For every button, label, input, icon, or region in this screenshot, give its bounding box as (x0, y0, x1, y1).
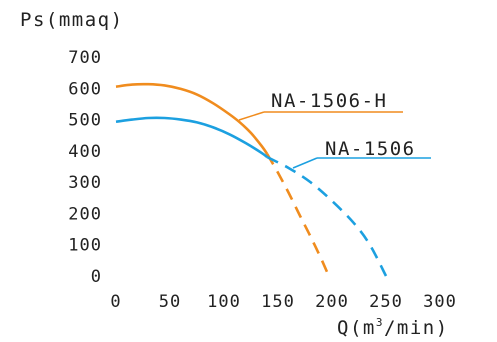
y-axis-ticks: 700 600 500 400 300 200 100 0 (68, 48, 102, 287)
series-dashed-line-na-1506 (266, 155, 388, 277)
na-1506-h-leader-line (238, 111, 265, 121)
x-tick-label: 100 (207, 292, 241, 312)
x-tick-label: 200 (315, 292, 349, 312)
y-tick-label: 700 (68, 48, 102, 68)
x-axis-label-base: Q(m (337, 317, 376, 339)
x-axis-label-rest: /min) (384, 317, 449, 339)
y-tick-label: 100 (68, 236, 102, 256)
y-tick-label: 0 (91, 267, 102, 287)
na-1506-label: NA-1506 (325, 138, 416, 160)
y-tick-label: 600 (68, 79, 102, 99)
x-tick-label: 50 (159, 292, 181, 312)
y-axis-label: Ps(mmaq) (20, 9, 124, 31)
x-tick-label: 0 (110, 292, 121, 312)
na-1506-h-label: NA-1506-H (271, 90, 387, 112)
y-tick-label: 300 (68, 173, 102, 193)
x-tick-label: 300 (423, 292, 457, 312)
x-tick-label: 250 (369, 292, 403, 312)
series-layer (115, 82, 388, 277)
y-tick-label: 400 (68, 142, 102, 162)
series-dashed-line-na-1506-h (266, 153, 330, 277)
y-tick-label: 200 (68, 204, 102, 224)
series-line-na-1506 (115, 116, 269, 159)
x-axis-ticks: 0 50 100 150 200 250 300 (110, 292, 457, 312)
series-label-na-1506: NA-1506 (292, 138, 431, 169)
series-label-na-1506-h: NA-1506-H (238, 90, 403, 121)
y-tick-label: 500 (68, 111, 102, 131)
na-1506-leader-line (292, 157, 318, 169)
x-axis-label: Q(m3/min) (337, 316, 449, 339)
series-line-na-1506-h (115, 82, 269, 155)
x-axis-label-superscript: 3 (376, 316, 384, 329)
x-tick-label: 150 (261, 292, 295, 312)
